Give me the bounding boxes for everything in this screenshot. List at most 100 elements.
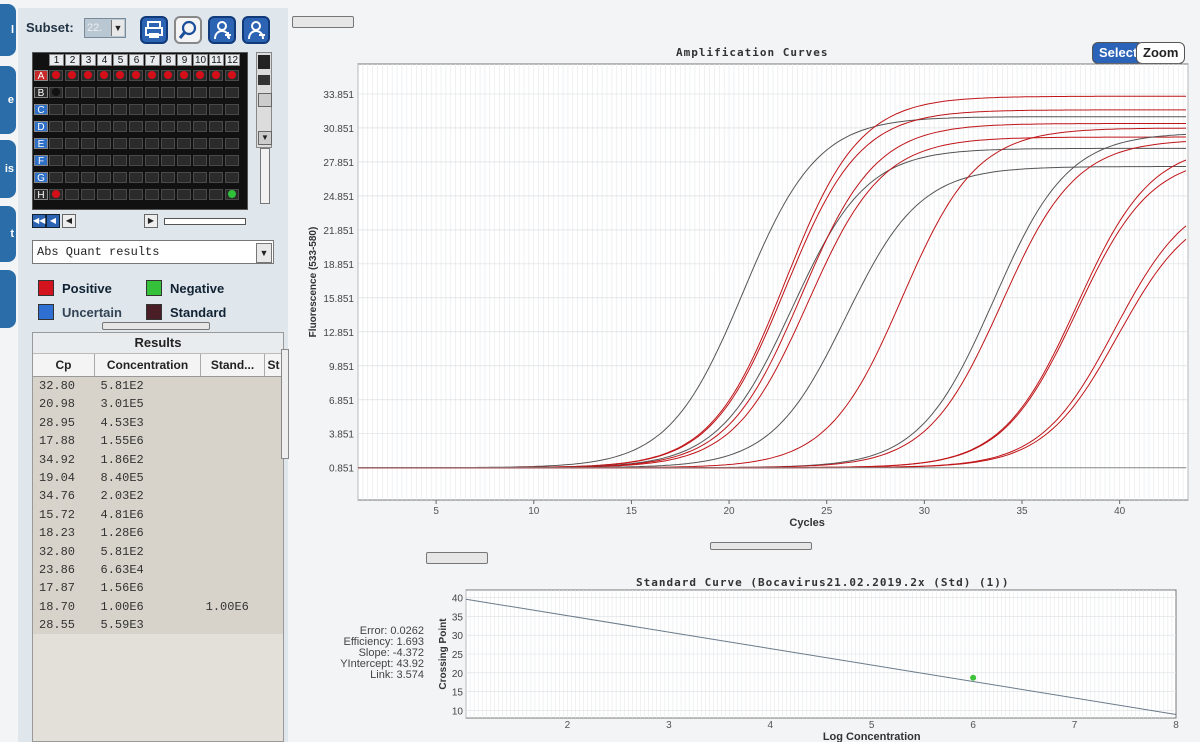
table-row[interactable]: 32.80 5.81E2: [33, 377, 283, 395]
plate-zoom-slider[interactable]: [260, 148, 270, 204]
plate-well[interactable]: [97, 155, 111, 166]
plate-well[interactable]: [81, 172, 95, 183]
plate-well[interactable]: [113, 121, 127, 132]
plate-well[interactable]: [49, 104, 63, 115]
plate-well[interactable]: [225, 138, 239, 149]
plate-row-header[interactable]: A: [34, 70, 48, 82]
side-tab-2[interactable]: e: [0, 66, 16, 134]
plate-col-header[interactable]: 9: [177, 54, 192, 66]
plate-well[interactable]: [97, 121, 111, 132]
print-icon[interactable]: [140, 16, 168, 44]
plate-well[interactable]: [65, 87, 79, 98]
table-row[interactable]: 28.55 5.59E3: [33, 616, 283, 634]
plate-row-header[interactable]: F: [34, 155, 48, 167]
plate-well[interactable]: [145, 172, 159, 183]
table-row[interactable]: 17.88 1.55E6: [33, 432, 283, 450]
plate-well[interactable]: [161, 138, 175, 149]
scroll-right-icon[interactable]: ▶: [144, 214, 158, 228]
plate-well[interactable]: [81, 189, 95, 200]
zoom-icon[interactable]: [174, 16, 202, 44]
plate-well[interactable]: [113, 104, 127, 115]
plate-well[interactable]: [177, 189, 191, 200]
plate-well[interactable]: [65, 172, 79, 183]
plate-col-header[interactable]: 11: [209, 54, 224, 66]
plate-well[interactable]: [161, 155, 175, 166]
table-row[interactable]: 19.04 8.40E5: [33, 469, 283, 487]
plate-well[interactable]: [177, 104, 191, 115]
plate-well[interactable]: [97, 189, 111, 200]
plate-well[interactable]: [209, 155, 223, 166]
plate-well[interactable]: [113, 87, 127, 98]
plate-col-header[interactable]: 6: [129, 54, 144, 66]
table-row[interactable]: 23.86 6.63E4: [33, 561, 283, 579]
table-row[interactable]: 34.92 1.86E2: [33, 451, 283, 469]
plate-well[interactable]: [97, 138, 111, 149]
results-view-select[interactable]: Abs Quant results ▼: [32, 240, 274, 264]
plate-well[interactable]: [49, 155, 63, 166]
plate-well[interactable]: [113, 155, 127, 166]
plate-col-header[interactable]: 8: [161, 54, 176, 66]
plate-col-header[interactable]: 12: [225, 54, 240, 66]
side-tab-5[interactable]: [0, 270, 16, 328]
subset-select[interactable]: 22. ▼: [84, 18, 126, 38]
plate-well[interactable]: [145, 155, 159, 166]
plate-well[interactable]: [209, 172, 223, 183]
col-concentration[interactable]: Concentration: [95, 354, 201, 376]
plate-well[interactable]: [129, 104, 143, 115]
plate-well[interactable]: [145, 121, 159, 132]
plate-horizontal-scrollbar[interactable]: ◀◀ ◀ ◀ ▶: [32, 214, 262, 228]
scroll-down-icon[interactable]: ▼: [258, 131, 272, 145]
plate-well[interactable]: [177, 138, 191, 149]
plate-col-header[interactable]: 5: [113, 54, 128, 66]
plate-well[interactable]: [225, 172, 239, 183]
amplification-collapse-handle[interactable]: [292, 16, 354, 28]
plate-col-header[interactable]: 3: [81, 54, 96, 66]
results-scrollbar[interactable]: [281, 349, 289, 459]
plate-well[interactable]: [97, 172, 111, 183]
plate-well[interactable]: [193, 87, 207, 98]
plate-well[interactable]: [193, 172, 207, 183]
col-standard[interactable]: Stand...: [201, 354, 265, 376]
table-row[interactable]: 15.72 4.81E6: [33, 506, 283, 524]
prev-icon[interactable]: ◀: [46, 214, 60, 228]
plate-well[interactable]: [129, 138, 143, 149]
plate-row-header[interactable]: H: [34, 189, 48, 201]
scroll-up-icon[interactable]: [258, 55, 270, 69]
plate-well[interactable]: [129, 87, 143, 98]
plate-well[interactable]: [193, 189, 207, 200]
plate-well[interactable]: [113, 172, 127, 183]
plate-well[interactable]: [65, 189, 79, 200]
plate-well[interactable]: [129, 172, 143, 183]
plate-row-header[interactable]: G: [34, 172, 48, 184]
table-row[interactable]: 34.76 2.03E2: [33, 487, 283, 505]
plate-well[interactable]: [65, 138, 79, 149]
scroll-left-icon[interactable]: ◀: [62, 214, 76, 228]
plate-well[interactable]: [81, 87, 95, 98]
remove-user-icon[interactable]: [242, 16, 270, 44]
plate-well[interactable]: [129, 121, 143, 132]
standard-curve-chart[interactable]: 10 15 20 25 30 35 40 2 3 4 5 6 7 8 Log Concentration Cr…: [290, 0, 1200, 742]
plate-well[interactable]: [145, 104, 159, 115]
plate-well[interactable]: [81, 104, 95, 115]
plate-well[interactable]: [209, 189, 223, 200]
scroll-thumb[interactable]: [258, 93, 272, 107]
table-row[interactable]: 18.23 1.28E6: [33, 524, 283, 542]
plate-well[interactable]: [65, 121, 79, 132]
plate-well[interactable]: [225, 87, 239, 98]
plate-well[interactable]: [129, 155, 143, 166]
table-row[interactable]: 17.87 1.56E6: [33, 579, 283, 597]
plate-well[interactable]: [225, 121, 239, 132]
amplification-chart[interactable]: 0.851 3.851 6.851 9.851 12.851 15.851 18.851 21…: [290, 0, 1200, 540]
plate-well[interactable]: [161, 104, 175, 115]
horizontal-slider[interactable]: [164, 218, 246, 225]
plate-well[interactable]: [97, 87, 111, 98]
chart-splitter-handle[interactable]: [710, 542, 812, 550]
plate-col-header[interactable]: 2: [65, 54, 80, 66]
plate-well[interactable]: [209, 138, 223, 149]
plate-well[interactable]: [161, 87, 175, 98]
plate-well[interactable]: [177, 172, 191, 183]
plate-row-header[interactable]: E: [34, 138, 48, 150]
plate-col-header[interactable]: 4: [97, 54, 112, 66]
col-cp[interactable]: Cp: [33, 354, 95, 376]
plate-well[interactable]: [113, 138, 127, 149]
